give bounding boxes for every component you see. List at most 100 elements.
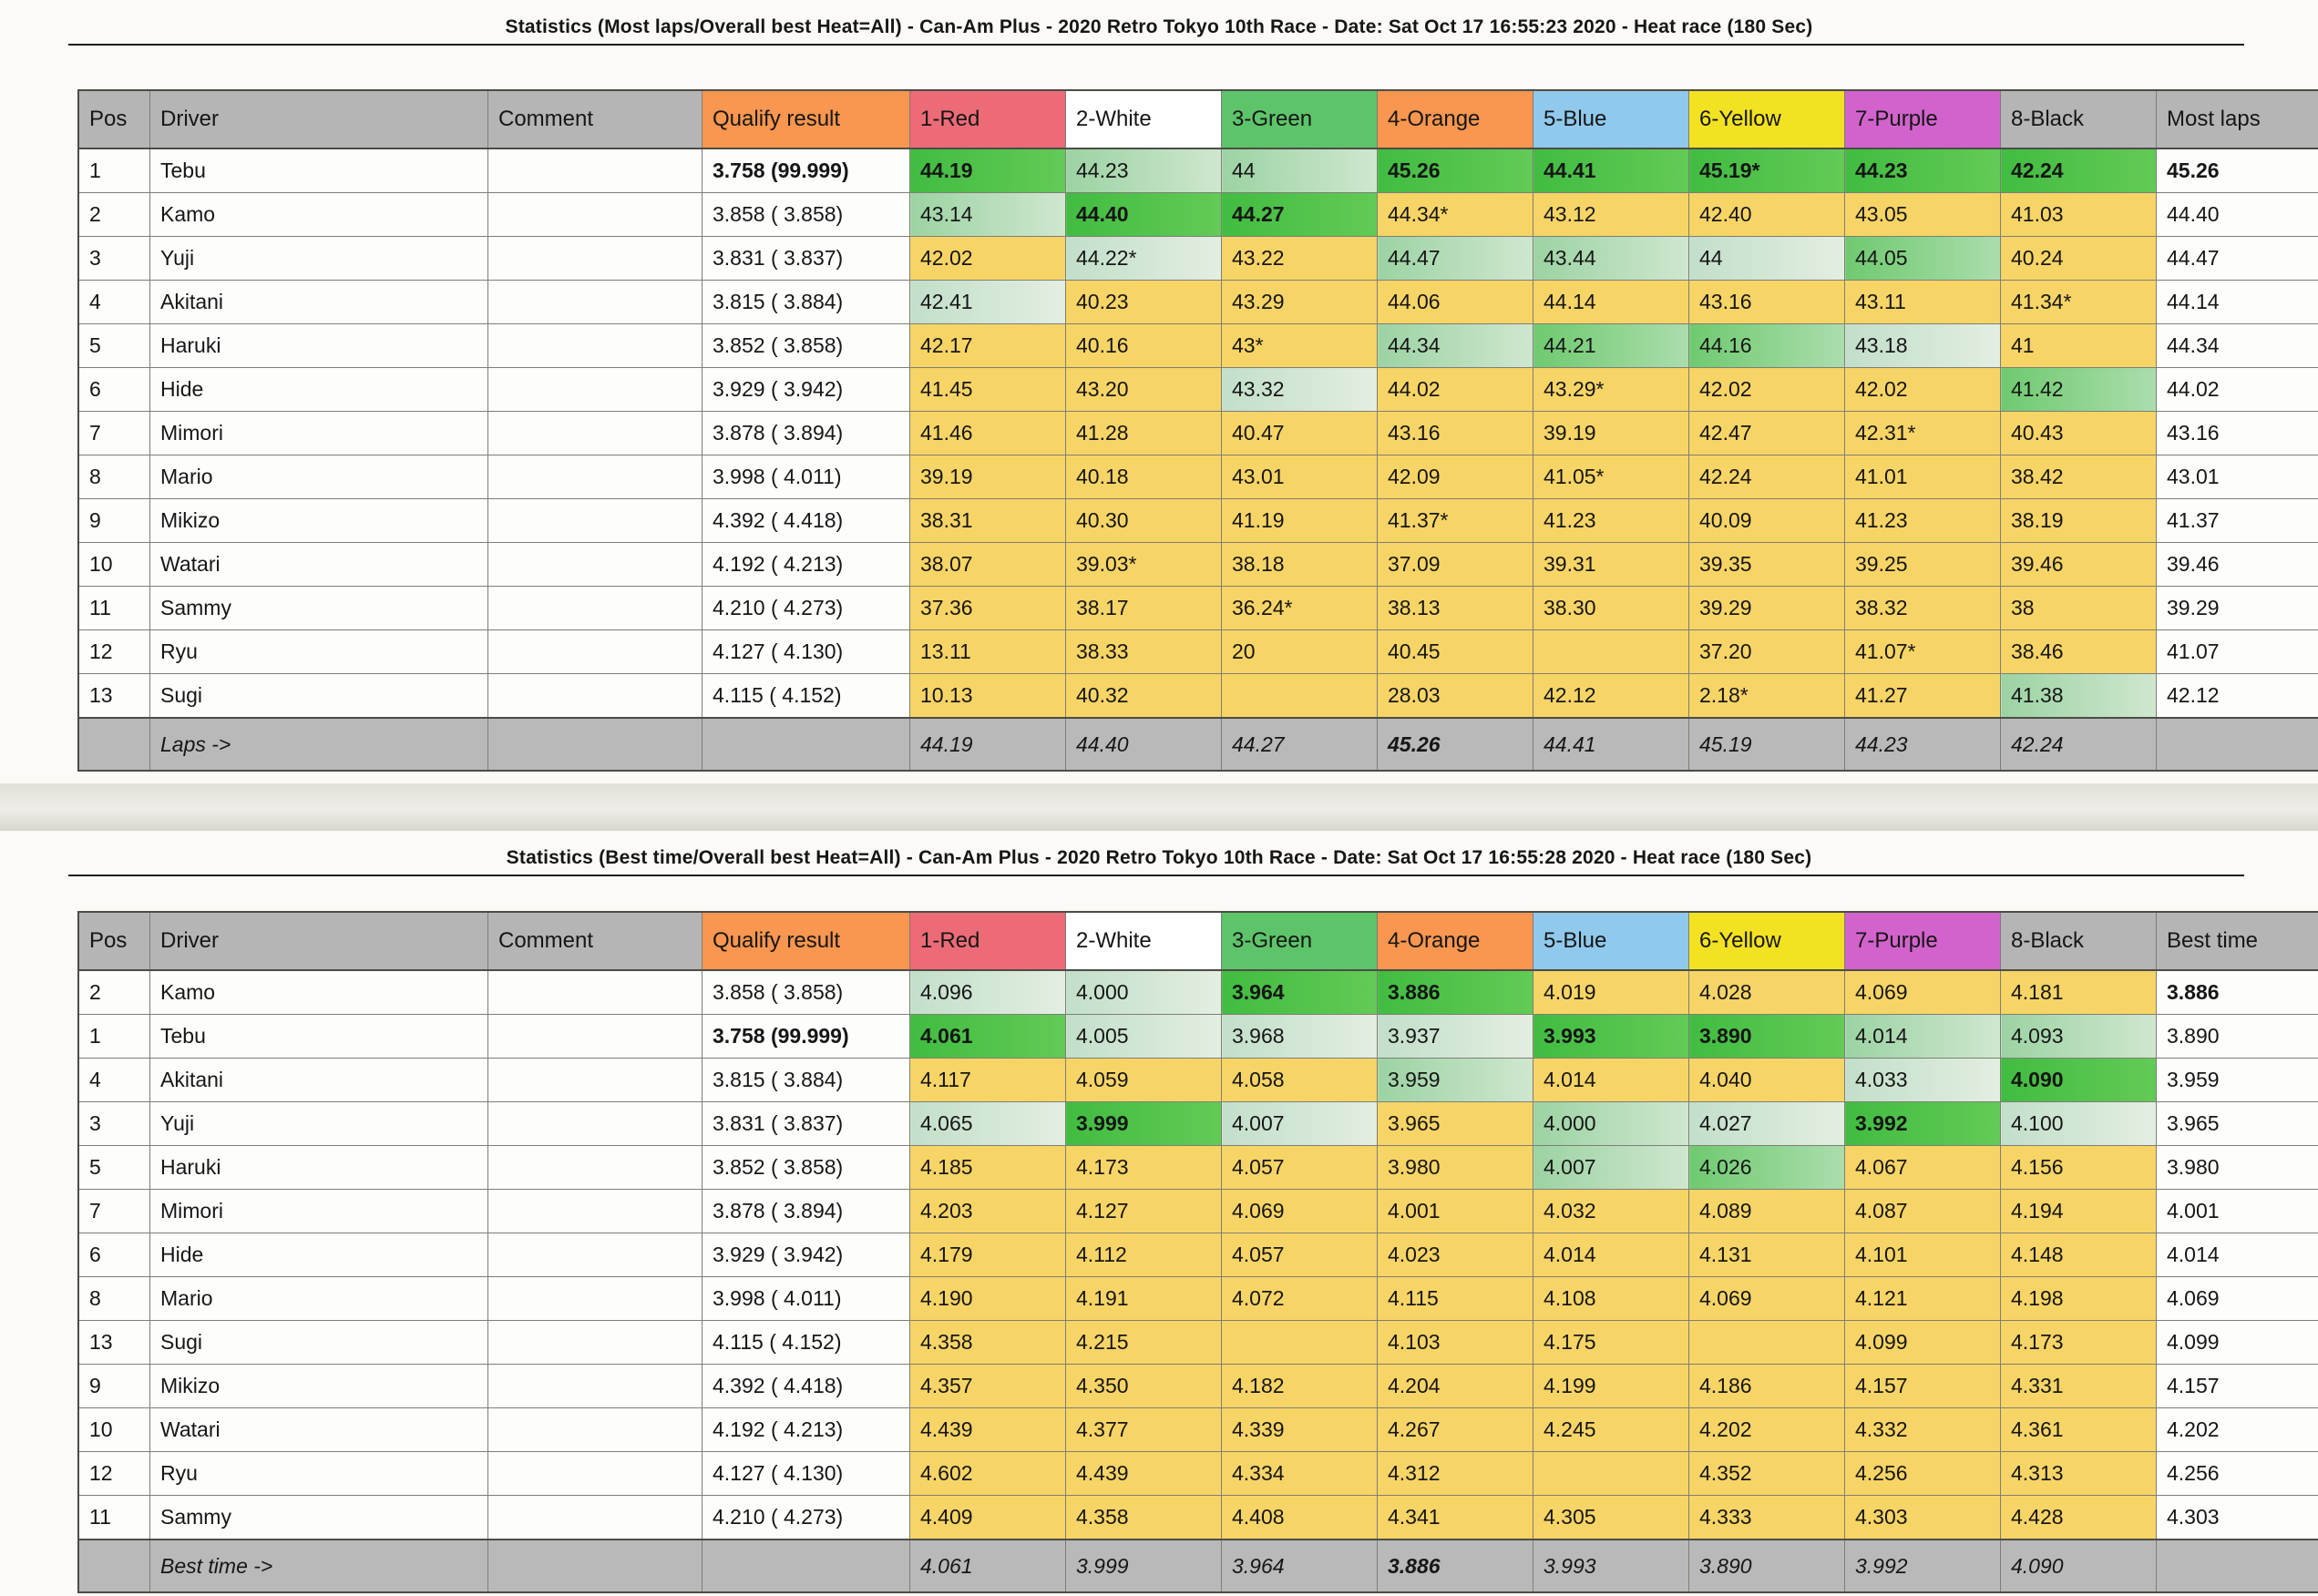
heat-time-cell: 4.067 <box>1844 1145 2001 1190</box>
heat-time-cell <box>1533 629 1689 674</box>
summary-cell: 44.40 <box>2156 192 2318 237</box>
qualify-result-cell: 3.929 ( 3.942) <box>702 367 910 412</box>
heat-time-cell: 44.16 <box>1688 323 1845 368</box>
pos-cell: 9 <box>77 1364 150 1408</box>
summary-cell: 44.47 <box>2156 236 2318 281</box>
heat-time-cell: 45.26 <box>1377 148 1533 193</box>
driver-row: 2 Kamo 3.858 ( 3.858) 4.096 4.000 3.964 3.886 4… <box>77 969 2318 1015</box>
heat-time-cell: 42.02 <box>1844 367 2001 412</box>
summary-cell: 3.886 <box>2156 969 2318 1015</box>
qualify-result-cell: 3.815 ( 3.884) <box>702 1058 910 1102</box>
heat-time-cell: 43.29* <box>1533 367 1689 412</box>
comment-cell <box>487 1145 703 1190</box>
heat-time-cell: 39.19 <box>909 455 1066 499</box>
comment-cell <box>487 969 703 1015</box>
driver-name-cell: Tebu <box>149 148 488 193</box>
footer-row: Laps -> 44.19 44.40 44.27 45.26 44.41 45.19 44.… <box>77 717 2318 772</box>
heat-time-cell: 4.065 <box>909 1101 1066 1146</box>
heat-time-cell: 4.191 <box>1065 1276 1222 1321</box>
heat-time-cell: 4.057 <box>1221 1233 1378 1277</box>
heat-time-cell: 43.20 <box>1065 367 1222 412</box>
driver-row: 10 Watari 4.192 ( 4.213) 4.439 4.377 4.339 4.2… <box>77 1407 2318 1452</box>
heat-time-cell: 43.16 <box>1377 411 1533 455</box>
column-header-5-blue: 5-Blue <box>1533 89 1689 149</box>
heat-time-cell: 3.890 <box>1688 1014 1845 1059</box>
footer-best-value-cell: 3.890 <box>1688 1539 1845 1593</box>
heat-time-cell: 4.100 <box>2000 1101 2157 1146</box>
heat-time-cell: 43.18 <box>1844 323 2001 368</box>
heat-time-cell: 38 <box>2000 586 2157 630</box>
qualify-result-cell: 4.115 ( 4.152) <box>702 673 910 719</box>
pos-cell: 1 <box>77 148 150 193</box>
heat-time-cell: 43.16 <box>1688 280 1845 324</box>
heat-time-cell: 4.089 <box>1688 1189 1845 1233</box>
comment-cell <box>487 1495 703 1540</box>
summary-cell: 3.980 <box>2156 1145 2318 1190</box>
heat-time-cell: 4.057 <box>1221 1145 1378 1190</box>
summary-cell: 3.959 <box>2156 1058 2318 1102</box>
heat-time-cell: 4.332 <box>1844 1407 2001 1452</box>
heat-time-cell <box>1688 1320 1845 1365</box>
heat-time-cell: 4.175 <box>1533 1320 1689 1365</box>
driver-row: 11 Sammy 4.210 ( 4.273) 37.36 38.17 36.24* 38.… <box>77 586 2318 630</box>
pos-cell: 10 <box>77 542 150 587</box>
summary-cell: 43.01 <box>2156 455 2318 499</box>
pos-cell: 5 <box>77 1145 150 1190</box>
column-header-8-black: 8-Black <box>2000 89 2157 149</box>
heat-time-cell: 3.993 <box>1533 1014 1689 1059</box>
qualify-result-cell: 3.998 ( 4.011) <box>702 455 910 499</box>
summary-cell: 39.29 <box>2156 586 2318 630</box>
footer-best-value-cell: 44.40 <box>1065 717 1222 772</box>
driver-row: 7 Mimori 3.878 ( 3.894) 4.203 4.127 4.069 4.00… <box>77 1189 2318 1233</box>
qualify-result-cell: 3.831 ( 3.837) <box>702 1101 910 1146</box>
driver-name-cell: Sugi <box>149 1320 488 1365</box>
heat-time-cell: 4.333 <box>1688 1495 1845 1540</box>
heat-time-cell: 4.117 <box>909 1058 1066 1102</box>
heat-time-cell: 42.09 <box>1377 455 1533 499</box>
heat-time-cell: 3.992 <box>1844 1101 2001 1146</box>
heat-time-cell: 44.34 <box>1377 323 1533 368</box>
summary-cell: 3.890 <box>2156 1014 2318 1059</box>
heat-time-cell: 40.18 <box>1065 455 1222 499</box>
comment-cell <box>487 1276 703 1321</box>
pos-cell: 8 <box>77 455 150 499</box>
driver-row: 2 Kamo 3.858 ( 3.858) 43.14 44.40 44.27 44.34*… <box>77 192 2318 237</box>
heat-time-cell: 41.45 <box>909 367 1066 412</box>
heat-time-cell: 3.999 <box>1065 1101 1222 1146</box>
heat-time-cell: 4.181 <box>2000 969 2157 1015</box>
column-header-3-green: 3-Green <box>1221 911 1378 971</box>
heat-time-cell: 39.29 <box>1688 586 1845 630</box>
heat-time-cell: 4.093 <box>2000 1014 2157 1059</box>
heat-time-cell: 38.18 <box>1221 542 1378 587</box>
heat-time-cell: 4.040 <box>1688 1058 1845 1102</box>
heat-time-cell: 4.127 <box>1065 1189 1222 1233</box>
pos-cell: 3 <box>77 236 150 281</box>
summary-cell: 44.02 <box>2156 367 2318 412</box>
heat-time-cell: 41.46 <box>909 411 1066 455</box>
footer-empty-cell <box>702 717 910 772</box>
heat-time-cell: 4.203 <box>909 1189 1066 1233</box>
footer-row: Best time -> 4.061 3.999 3.964 3.886 3.993 3.8… <box>77 1539 2318 1593</box>
heat-time-cell: 40.45 <box>1377 629 1533 674</box>
column-header-driver: Driver <box>149 89 488 149</box>
heat-time-cell: 4.115 <box>1377 1276 1533 1321</box>
driver-row: 13 Sugi 4.115 ( 4.152) 10.13 40.32 28.03 42.12… <box>77 673 2318 719</box>
heat-time-cell: 3.965 <box>1377 1101 1533 1146</box>
heat-time-cell: 40.23 <box>1065 280 1222 324</box>
footer-best-value-cell: 3.886 <box>1377 1539 1533 1593</box>
heat-time-cell: 41.07* <box>1844 629 2001 674</box>
heat-time-cell: 42.31* <box>1844 411 2001 455</box>
heat-time-cell: 37.20 <box>1688 629 1845 674</box>
heat-time-cell: 4.001 <box>1377 1189 1533 1233</box>
footer-best-value-cell: 44.27 <box>1221 717 1378 772</box>
driver-row: 1 Tebu 3.758 (99.999) 44.19 44.23 44 45.26 44.4… <box>77 148 2318 193</box>
heat-time-cell: 4.334 <box>1221 1451 1378 1496</box>
heat-time-cell: 41.23 <box>1533 498 1689 543</box>
title-underline <box>68 875 2244 876</box>
footer-best-value-cell: 3.993 <box>1533 1539 1689 1593</box>
summary-cell: 39.46 <box>2156 542 2318 587</box>
comment-cell <box>487 411 703 455</box>
comment-cell <box>487 629 703 674</box>
heat-time-cell: 41.01 <box>1844 455 2001 499</box>
